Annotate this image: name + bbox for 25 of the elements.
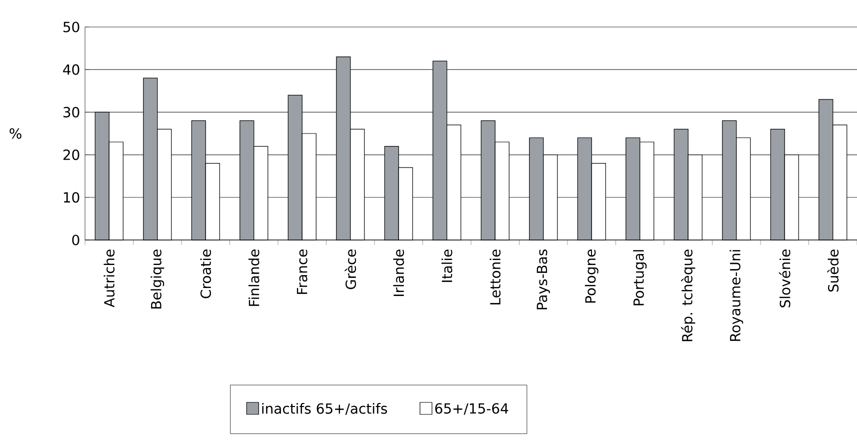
x-tick-label: Slovénie [778,250,790,308]
x-tick-label: Suède [827,250,839,292]
y-tick-label: 20 [63,150,80,160]
y-tick-label: 40 [63,64,80,75]
x-tick-label: Finlande [248,250,260,306]
x-tick-label: Autriche [104,250,115,308]
x-tick-label: Pays-Bas [536,249,550,310]
y-axis-title: % [10,128,22,139]
y-tick-label: 10 [64,192,80,203]
x-tick-label: Croatie [200,250,212,298]
x-tick-label: France [296,250,308,294]
y-tick-label: 0 [72,234,80,246]
x-tick-label: Lettonie [490,250,501,304]
x-tick-label: Pologne [584,250,598,303]
x-tick-label: Irlande [393,250,404,296]
x-tick-label: Royaume-Uni [730,250,744,341]
legend-label: inactifs 65+/actifs [262,403,388,415]
x-tick-label: Belgique [150,250,164,308]
x-tick-label: Portugal [633,250,647,306]
legend-label: 65+/15-64 [435,403,508,415]
x-tick-label: Grèce [344,250,356,290]
x-tick-label: Rép. tchèque [681,250,696,342]
x-tick-label: Italie [441,250,452,282]
y-tick-label: 50 [63,22,80,32]
y-tick-label: 30 [63,106,80,118]
